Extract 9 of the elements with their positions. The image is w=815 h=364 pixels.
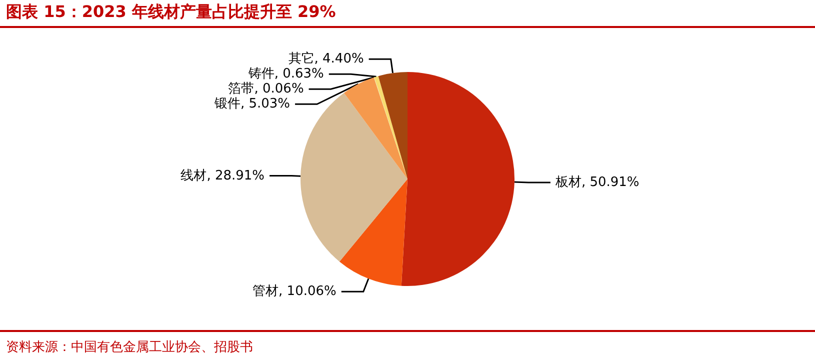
chart-title: 图表 15：2023 年线材产量占比提升至 29% [0,0,815,28]
slice-label: 铸件, 0.63% [247,66,324,82]
slice-label: 线材, 28.91% [180,168,265,184]
slice-label: 箔带, 0.06% [228,82,304,97]
slice-label: 管材, 10.06% [252,284,336,300]
slice-label: 板材, 50.91% [554,174,640,190]
slice-label: 锻件, 5.03% [213,96,290,112]
slice-label: 其它, 4.40% [288,50,364,67]
text: 资料来源：中国有色金属工业协会、招股书 [6,340,253,355]
